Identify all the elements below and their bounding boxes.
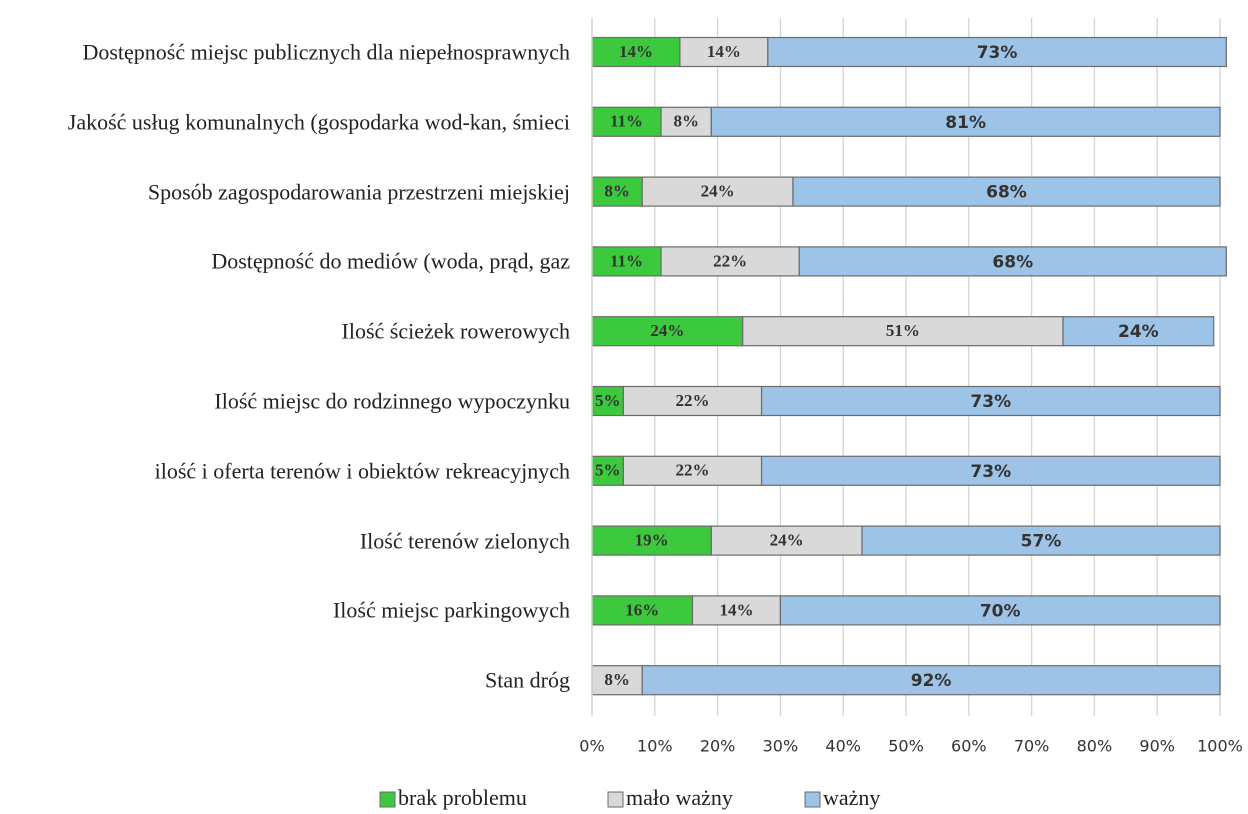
x-tick-label: 50% <box>888 737 924 756</box>
data-label: 8% <box>604 670 630 689</box>
category-text: ilość i oferta terenów i obiektów rekrea… <box>154 458 570 484</box>
category-label: Sposób zagospodarowania przestrzeni miej… <box>0 177 570 206</box>
bar-segment <box>591 246 662 277</box>
x-tick-label: 10% <box>637 737 673 756</box>
data-label: 8% <box>673 112 699 131</box>
bar-segment <box>641 176 794 207</box>
legend-swatch <box>607 791 624 808</box>
category-label: Jakość usług komunalnych (gospodarka wod… <box>0 107 570 136</box>
category-text: Sposób zagospodarowania przestrzeni miej… <box>147 179 570 205</box>
bar-segment <box>591 665 643 696</box>
category-text: Ilość miejsc parkingowych <box>332 597 570 623</box>
bar-segment <box>767 36 1227 68</box>
bar-segment <box>1062 316 1215 347</box>
x-tick-label: 90% <box>1139 737 1175 756</box>
data-label: 5% <box>595 461 621 480</box>
category-label: Stan dróg <box>0 666 570 695</box>
bar-segment <box>591 595 694 626</box>
x-tick-label: 20% <box>700 737 736 756</box>
data-label: 68% <box>986 183 1027 203</box>
category-text: Ilość terenów zielonych <box>359 528 570 554</box>
data-label: 5% <box>595 391 621 410</box>
legend-label: brak problemu <box>398 785 527 810</box>
legend-swatch <box>804 791 821 808</box>
bar-segment <box>691 595 781 626</box>
data-label: 24% <box>1118 322 1159 342</box>
data-label: 14% <box>707 42 741 61</box>
x-tick-label: 70% <box>1014 737 1050 756</box>
bar-segment <box>660 106 712 137</box>
data-label: 73% <box>970 462 1011 482</box>
data-label: 11% <box>610 112 643 131</box>
category-label: ilość i oferta terenów i obiektów rekrea… <box>0 456 570 485</box>
x-tick-label: 80% <box>1077 737 1113 756</box>
category-label: Ilość ścieżek rowerowych <box>0 317 570 346</box>
category-text: Stan dróg <box>485 667 570 693</box>
data-label: 16% <box>625 600 659 619</box>
data-label: 14% <box>719 600 753 619</box>
bar-segment <box>710 525 863 556</box>
bar-segment <box>641 665 1221 696</box>
data-label: 8% <box>604 182 630 201</box>
category-label: Dostępność do mediów (woda, prąd, gaz <box>0 247 570 276</box>
legend-label: ważny <box>823 785 880 810</box>
bar-segment <box>622 455 763 486</box>
category-label: Ilość miejsc parkingowych <box>0 596 570 625</box>
bar-segment <box>798 246 1227 277</box>
bar-segment <box>792 176 1221 207</box>
data-label: 22% <box>713 251 747 270</box>
data-label: 11% <box>610 251 643 270</box>
category-text: Dostępność do mediów (woda, prąd, gaz <box>211 248 570 274</box>
data-label: 19% <box>635 531 669 550</box>
data-label: 22% <box>675 391 709 410</box>
category-label: Ilość miejsc do rodzinnego wypoczynku <box>0 387 570 416</box>
x-tick-label: 30% <box>763 737 799 756</box>
bar-segment <box>591 36 681 68</box>
category-text: Jakość usług komunalnych (gospodarka wod… <box>67 109 570 135</box>
bar-segment <box>710 106 1221 137</box>
data-label: 57% <box>1021 532 1062 552</box>
data-label: 73% <box>970 392 1011 412</box>
x-tick-label: 0% <box>579 737 604 756</box>
data-label: 24% <box>770 531 804 550</box>
category-label: Ilość terenów zielonych <box>0 526 570 555</box>
category-text: Dostępność miejsc publicznych dla niepeł… <box>82 39 570 65</box>
bar-segment <box>622 385 763 417</box>
category-label: Dostępność miejsc publicznych dla niepeł… <box>0 38 570 67</box>
x-tick-label: 60% <box>951 737 987 756</box>
category-text: Ilość ścieżek rowerowych <box>341 318 570 344</box>
data-label: 51% <box>886 321 920 340</box>
data-label: 68% <box>992 252 1033 272</box>
data-label: 22% <box>675 461 709 480</box>
bar-segment <box>660 246 800 277</box>
bar-segment <box>760 385 1221 417</box>
legend-label: mało ważny <box>626 785 733 810</box>
x-tick-label: 100% <box>1197 737 1243 756</box>
data-label: 24% <box>650 321 684 340</box>
data-label: 70% <box>980 601 1021 621</box>
legend-swatch <box>379 791 396 808</box>
data-label: 14% <box>619 42 653 61</box>
data-label: 81% <box>945 113 986 133</box>
x-tick-label: 40% <box>825 737 861 756</box>
bar-segment <box>760 455 1221 486</box>
bar-segment <box>779 595 1221 626</box>
bar-segment <box>861 525 1221 556</box>
data-label: 24% <box>701 182 735 201</box>
data-label: 92% <box>911 671 952 691</box>
category-text: Ilość miejsc do rodzinnego wypoczynku <box>214 388 570 414</box>
data-label: 73% <box>977 43 1018 63</box>
